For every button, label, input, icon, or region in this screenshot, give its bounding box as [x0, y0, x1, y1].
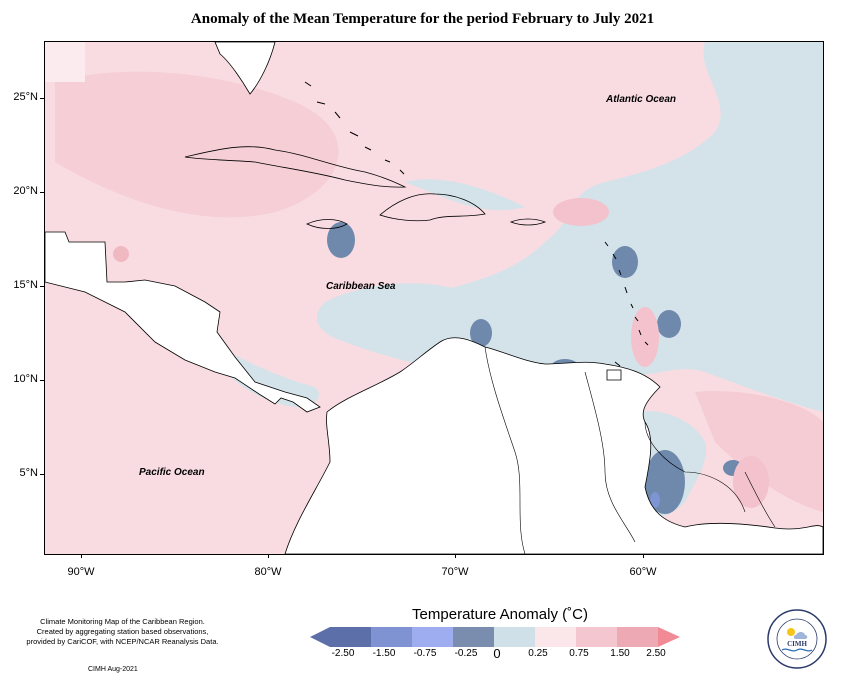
cool-spot-jamaica: [327, 222, 355, 258]
warm-anomaly-east: [695, 391, 823, 512]
legend-swatch: [535, 627, 576, 647]
map-svg: [45, 42, 823, 554]
cool-anomaly-hispaniola: [405, 179, 525, 211]
legend-tick: 2.50: [646, 648, 666, 659]
legend-swatch: [412, 627, 453, 647]
lon-label-70w: 70°W: [441, 566, 469, 578]
lat-label-20n: 20°N: [13, 185, 38, 197]
warm-light-patch: [45, 42, 85, 82]
cimh-logo: CIMH: [767, 609, 827, 669]
cloud-icon: [793, 632, 808, 639]
legend-swatch: [576, 627, 617, 647]
legend-tick: 0: [493, 646, 501, 661]
lat-tick: [40, 98, 44, 99]
legend-tick: -0.25: [454, 648, 478, 659]
land-central-america: [45, 231, 321, 413]
legend-tick: -1.50: [372, 648, 396, 659]
lat-label-5n: 5°N: [19, 467, 38, 479]
map-title: Anomaly of the Mean Temperature for the …: [190, 11, 655, 27]
lat-label-10n: 10°N: [13, 373, 38, 385]
warm-spot-french-guiana: [733, 456, 769, 508]
lat-label-25n: 25°N: [13, 91, 38, 103]
legend-colorbar: [310, 627, 680, 647]
island-cuba: [184, 146, 407, 188]
island-jamaica: [306, 219, 348, 229]
anomaly-map: [44, 41, 824, 555]
warm-spot-virgin-islands: [553, 198, 609, 226]
island-hispaniola: [379, 193, 486, 222]
islands-lesser-antilles: [604, 241, 649, 367]
credit-line: Created by aggregating station based obs…: [36, 627, 209, 636]
legend-title: Temperature Anomaly (˚C): [412, 606, 588, 623]
credit-line: Climate Monitoring Map of the Caribbean …: [40, 617, 205, 626]
lon-tick: [81, 554, 82, 558]
lat-tick: [40, 192, 44, 193]
lon-tick: [643, 554, 644, 558]
atlantic-ocean-label: Atlantic Ocean: [606, 94, 677, 105]
legend-swatch: [617, 627, 658, 647]
cool-spot-guadeloupe: [612, 246, 638, 278]
lat-tick: [40, 380, 44, 381]
warm-spot-windward: [631, 307, 659, 367]
legend-swatch: [330, 627, 371, 647]
lat-label-15n: 15°N: [13, 279, 38, 291]
credit-date: CIMH Aug-2021: [88, 666, 138, 673]
cool-spot-strong: [650, 492, 660, 508]
lon-label-90w: 90°W: [67, 566, 95, 578]
cool-anomaly-caribbean: [316, 283, 620, 384]
legend-swatch: [494, 627, 535, 647]
lon-tick: [268, 554, 269, 558]
logo-text: CIMH: [787, 640, 807, 648]
lon-label-80w: 80°W: [254, 566, 282, 578]
island-puerto-rico: [509, 218, 547, 226]
wave-icon: [781, 648, 813, 652]
legend-tick: 0.25: [528, 648, 548, 659]
legend-swatch: [453, 627, 494, 647]
islands-bahamas: [304, 81, 405, 175]
legend-swatch: [371, 627, 412, 647]
lon-label-60w: 60°W: [629, 566, 657, 578]
warm-spot-belize: [113, 246, 129, 262]
warm-anomaly-patch: [55, 71, 339, 218]
lat-tick: [40, 286, 44, 287]
cool-spot-curacao: [470, 319, 492, 347]
credit-line: provided by CariCOF, with NCEP/NCAR Rean…: [26, 637, 219, 646]
land-south-america: [284, 337, 823, 554]
credits-block: Climate Monitoring Map of the Caribbean …: [0, 617, 245, 647]
sun-icon: [787, 628, 795, 636]
legend-arrow-low: [310, 627, 330, 647]
legend-tick: -0.75: [413, 648, 437, 659]
cool-spot-barbados: [657, 310, 681, 338]
island-trinidad: [606, 369, 622, 381]
caribbean-sea-label: Caribbean Sea: [326, 281, 396, 292]
lat-tick: [40, 474, 44, 475]
land-florida: [214, 42, 276, 95]
country-borders: [484, 346, 776, 554]
legend-tick: -2.50: [331, 648, 355, 659]
pacific-ocean-label: Pacific Ocean: [139, 467, 205, 478]
legend-tick: 1.50: [610, 648, 630, 659]
lon-tick: [455, 554, 456, 558]
legend-tick: 0.75: [569, 648, 589, 659]
legend-arrow-high: [658, 627, 680, 647]
